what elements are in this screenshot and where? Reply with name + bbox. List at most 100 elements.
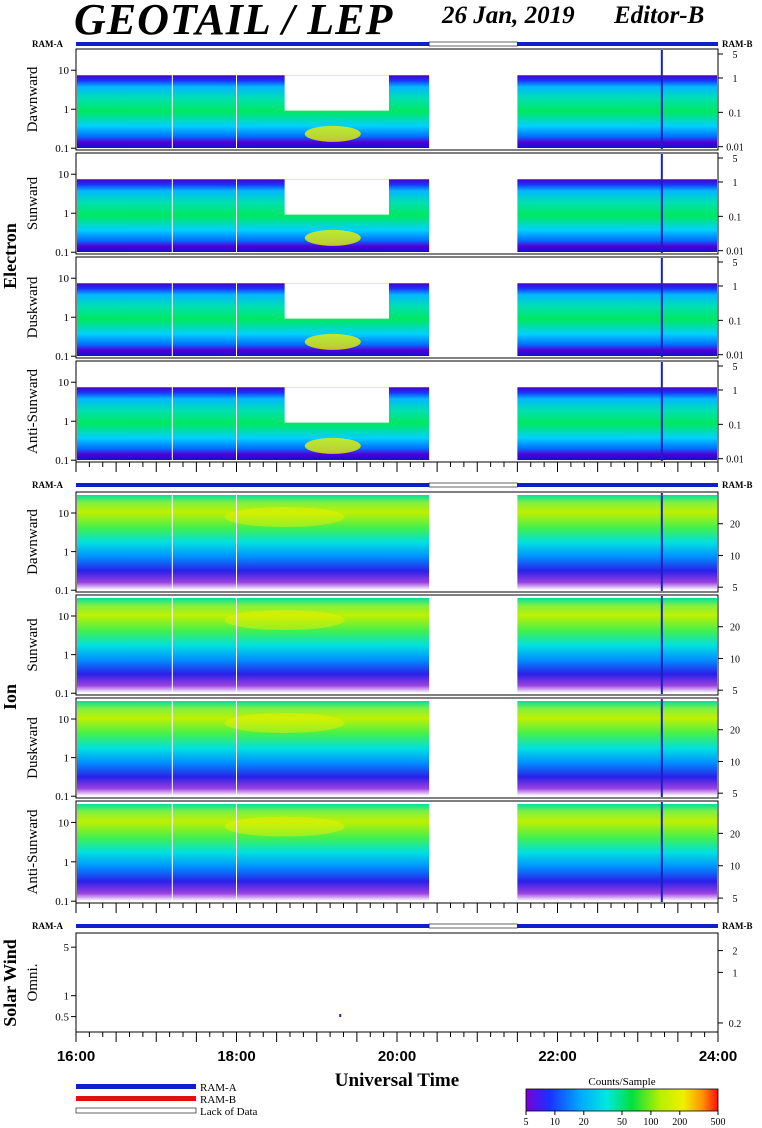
right-tick-label: 10 <box>730 757 740 768</box>
group-label-ion: Ion <box>0 684 20 710</box>
left-tick-label: 1 <box>64 208 70 220</box>
right-tick-label: 2 <box>733 947 738 958</box>
left-tick-label: 0.5 <box>55 1012 69 1024</box>
right-tick-label: 0.2 <box>729 1019 742 1030</box>
right-tick-label: 5 <box>733 583 738 594</box>
right-tick-label: 0.01 <box>726 143 744 154</box>
right-tick-label: 5 <box>733 50 738 61</box>
colorbar-tick-label: 50 <box>617 1117 627 1128</box>
panel-label: Dawnward <box>25 509 41 575</box>
right-tick-label: 0.1 <box>729 316 742 327</box>
right-tick-label: 20 <box>730 829 740 840</box>
colorbar-tick-label: 10 <box>550 1117 560 1128</box>
left-tick-label: 0.1 <box>55 688 69 700</box>
panel-label: Anti-Sunward <box>25 809 41 894</box>
left-tick-label: 10 <box>58 714 70 726</box>
group-label-electron: Electron <box>0 223 20 289</box>
panel-frame <box>75 932 719 1033</box>
colorbar-tick-label: 5 <box>524 1117 529 1128</box>
left-tick-label: 0.1 <box>55 455 69 467</box>
time-tick-strip <box>75 903 719 913</box>
right-tick-label: 0.01 <box>726 455 744 466</box>
right-tick-label: 20 <box>730 623 740 634</box>
panel-frame <box>75 152 719 255</box>
left-tick-label: 0.1 <box>55 247 69 259</box>
panel-ion-anti-sunward: 10 1 0.1 20 10 5 Anti-Sunward <box>25 800 740 908</box>
dip-feature <box>284 179 389 215</box>
panel-electron-anti-sunward: 10 1 0.1 5 1 0.1 0.01 Anti-Sunward <box>25 360 744 467</box>
ram-bar-ion: RAM-A RAM-B <box>32 480 753 490</box>
ram-a-segment <box>517 483 718 487</box>
ram-b-label: RAM-B <box>722 921 753 931</box>
ram-a-segment <box>76 483 430 487</box>
lack-of-data-segment <box>428 482 518 488</box>
ram-a-segment <box>76 42 430 46</box>
panel-solar_wind-omni.: 5 1 0.5 2 1 0.2 Omni. <box>25 932 742 1033</box>
spectrogram-segment <box>77 701 430 796</box>
spectrogram-segment <box>77 495 430 590</box>
right-tick-label: 0.1 <box>729 420 742 431</box>
left-tick-label: 10 <box>58 508 70 520</box>
ram-a-segment <box>517 42 718 46</box>
colorbar-gradient <box>525 1088 719 1112</box>
right-tick-label: 1 <box>733 74 738 85</box>
ram-a-label: RAM-A <box>32 480 63 490</box>
x-tick-label: 18:00 <box>217 1048 255 1065</box>
left-tick-label: 1 <box>64 312 70 324</box>
right-tick-label: 5 <box>733 154 738 165</box>
x-tick-label: 22:00 <box>538 1048 576 1065</box>
colorbar-tick-label: 200 <box>672 1117 687 1128</box>
legend-lack-label: Lack of Data <box>200 1106 258 1118</box>
colorbar-title: Counts/Sample <box>588 1076 655 1088</box>
left-tick-label: 10 <box>58 611 70 623</box>
colorbar-tick-label: 500 <box>711 1117 726 1128</box>
right-tick-label: 1 <box>733 282 738 293</box>
time-tick-strip <box>75 1032 719 1042</box>
panel-label: Duskward <box>25 276 41 338</box>
legend-ram-b-swatch <box>76 1096 196 1101</box>
right-tick-label: 0.1 <box>729 212 742 223</box>
spectrogram-segment <box>517 598 717 693</box>
ram-a-label: RAM-A <box>32 921 63 931</box>
spectrogram-segment <box>517 701 717 796</box>
ram-b-label: RAM-B <box>722 39 753 49</box>
panel-label: Dawnward <box>25 66 41 132</box>
flux-enhancement <box>304 333 361 350</box>
right-tick-label: 0.01 <box>726 351 744 362</box>
left-tick-label: 1 <box>64 753 70 765</box>
x-tick-label: 24:00 <box>699 1048 737 1065</box>
panel-ion-sunward: 10 1 0.1 20 10 5 Sunward <box>25 594 740 700</box>
right-tick-label: 20 <box>730 726 740 737</box>
panel-ion-dawnward: 10 1 0.1 20 10 5 Dawnward <box>25 491 740 597</box>
right-tick-label: 5 <box>733 789 738 800</box>
left-tick-label: 0.1 <box>55 143 69 155</box>
right-tick-label: 5 <box>733 894 738 905</box>
panel-electron-dawnward: 10 1 0.1 5 1 0.1 0.01 Dawnward <box>25 48 744 155</box>
left-tick-label: 1 <box>64 650 70 662</box>
figure-editor: Editor-B <box>614 2 705 29</box>
legend-ram-a-swatch <box>76 1084 196 1089</box>
dip-feature <box>284 387 389 423</box>
panel-frame <box>75 594 719 696</box>
panel-frame <box>75 48 719 151</box>
ram-a-segment <box>517 924 718 928</box>
left-tick-label: 1 <box>64 104 70 116</box>
right-tick-label: 10 <box>730 862 740 873</box>
figure-date: 26 Jan, 2019 <box>442 2 575 29</box>
ram-a-label: RAM-A <box>32 39 63 49</box>
left-tick-label: 10 <box>58 377 70 389</box>
spectrogram-segment <box>77 804 430 901</box>
x-tick-label: 16:00 <box>57 1048 95 1065</box>
panel-ion-duskward: 10 1 0.1 20 10 5 Duskward <box>25 697 740 803</box>
left-tick-label: 0.1 <box>55 351 69 363</box>
spectrogram-segment <box>517 75 717 148</box>
flux-enhancement <box>224 713 345 733</box>
spectrogram-segment <box>517 387 717 460</box>
figure-title: GEOTAIL / LEP <box>74 0 394 44</box>
panel-label: Sunward <box>25 618 41 672</box>
panel-electron-sunward: 10 1 0.1 5 1 0.1 0.01 Sunward <box>25 152 744 259</box>
left-tick-label: 0.1 <box>55 896 69 908</box>
spectrogram-segment <box>77 598 430 693</box>
panel-label: Sunward <box>25 176 41 230</box>
